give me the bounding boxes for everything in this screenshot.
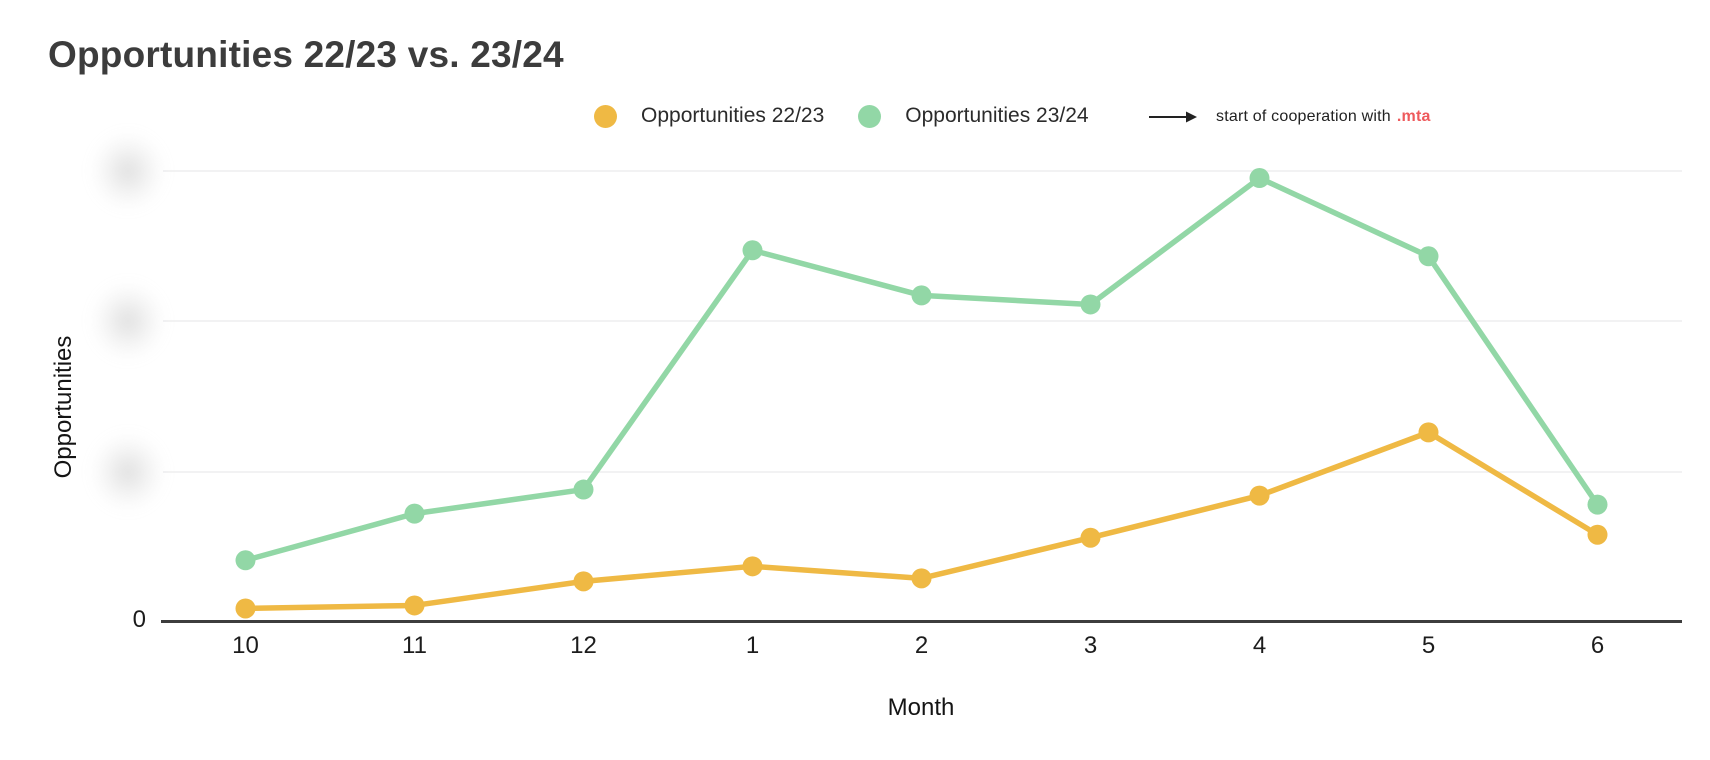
data-point-opportunities-23-24-month-11[interactable] xyxy=(404,503,425,524)
x-tick-label: 10 xyxy=(232,632,259,659)
x-tick-label: 5 xyxy=(1421,632,1436,659)
data-point-opportunities-23-24-month-6[interactable] xyxy=(1587,494,1608,515)
legend-item-opportunities-23-24[interactable]: Opportunities 23/24 xyxy=(858,104,1089,128)
right-arrow-icon xyxy=(1149,111,1197,123)
gridline xyxy=(163,320,1682,322)
line-opportunities-23-24 xyxy=(242,175,1601,564)
x-tick-label: 3 xyxy=(1083,632,1098,659)
data-point-opportunities-23-24-month-12[interactable] xyxy=(573,479,594,500)
data-point-opportunities-23-24-month-5[interactable] xyxy=(1418,246,1439,267)
y-tick-label-blurred xyxy=(91,131,165,210)
gridline xyxy=(163,169,1682,172)
y-tick-label-blurred xyxy=(91,432,165,511)
x-tick-label: 4 xyxy=(1252,632,1267,659)
chart-title: Opportunities 22/23 vs. 23/24 xyxy=(48,34,564,75)
legend-item-opportunities-22-23[interactable]: Opportunities 22/23 xyxy=(594,104,824,128)
data-point-opportunities-22-23-month-1[interactable] xyxy=(742,556,763,577)
data-point-opportunities-22-23-month-3[interactable] xyxy=(1080,527,1101,548)
x-tick-label: 2 xyxy=(914,632,929,659)
x-tick-label: 6 xyxy=(1590,632,1605,659)
annotation: start of cooperation with .mta xyxy=(1148,108,1431,126)
data-point-opportunities-22-23-month-2[interactable] xyxy=(911,568,932,589)
data-point-opportunities-23-24-month-2[interactable] xyxy=(911,285,932,306)
data-point-opportunities-22-23-month-12[interactable] xyxy=(573,571,594,592)
data-point-opportunities-23-24-month-3[interactable] xyxy=(1080,294,1101,315)
data-point-opportunities-23-24-month-4[interactable] xyxy=(1249,168,1270,189)
data-point-opportunities-22-23-month-5[interactable] xyxy=(1418,422,1439,443)
data-point-opportunities-23-24-month-10[interactable] xyxy=(235,550,256,571)
data-point-opportunities-23-24-month-1[interactable] xyxy=(742,240,763,261)
gridline xyxy=(163,470,1682,473)
annotation-brand-mta: .mta xyxy=(1396,108,1431,125)
x-axis-title: Month xyxy=(887,694,955,721)
x-axis-line xyxy=(161,620,1682,623)
annotation-text-plain: start of cooperation with xyxy=(1216,108,1391,125)
legend: Opportunities 22/23 Opportunities 23/24 xyxy=(594,104,1089,128)
x-tick-label: 11 xyxy=(402,632,427,659)
legend-color-dot-23-24 xyxy=(858,104,882,128)
legend-item-label: Opportunities 23/24 xyxy=(905,104,1089,127)
data-point-opportunities-22-23-month-6[interactable] xyxy=(1587,524,1608,545)
data-point-opportunities-22-23-month-4[interactable] xyxy=(1249,485,1270,506)
x-tick-label: 1 xyxy=(745,632,760,659)
y-tick-zero-label: 0 xyxy=(132,606,146,633)
legend-item-label: Opportunities 22/23 xyxy=(641,104,825,127)
annotation-text: start of cooperation with .mta xyxy=(1216,108,1431,126)
data-point-opportunities-22-23-month-11[interactable] xyxy=(404,595,425,616)
x-tick-label: 12 xyxy=(570,632,597,659)
y-tick-label-blurred xyxy=(91,282,165,360)
data-point-opportunities-22-23-month-10[interactable] xyxy=(235,598,256,619)
legend-color-dot-22-23 xyxy=(594,104,617,128)
